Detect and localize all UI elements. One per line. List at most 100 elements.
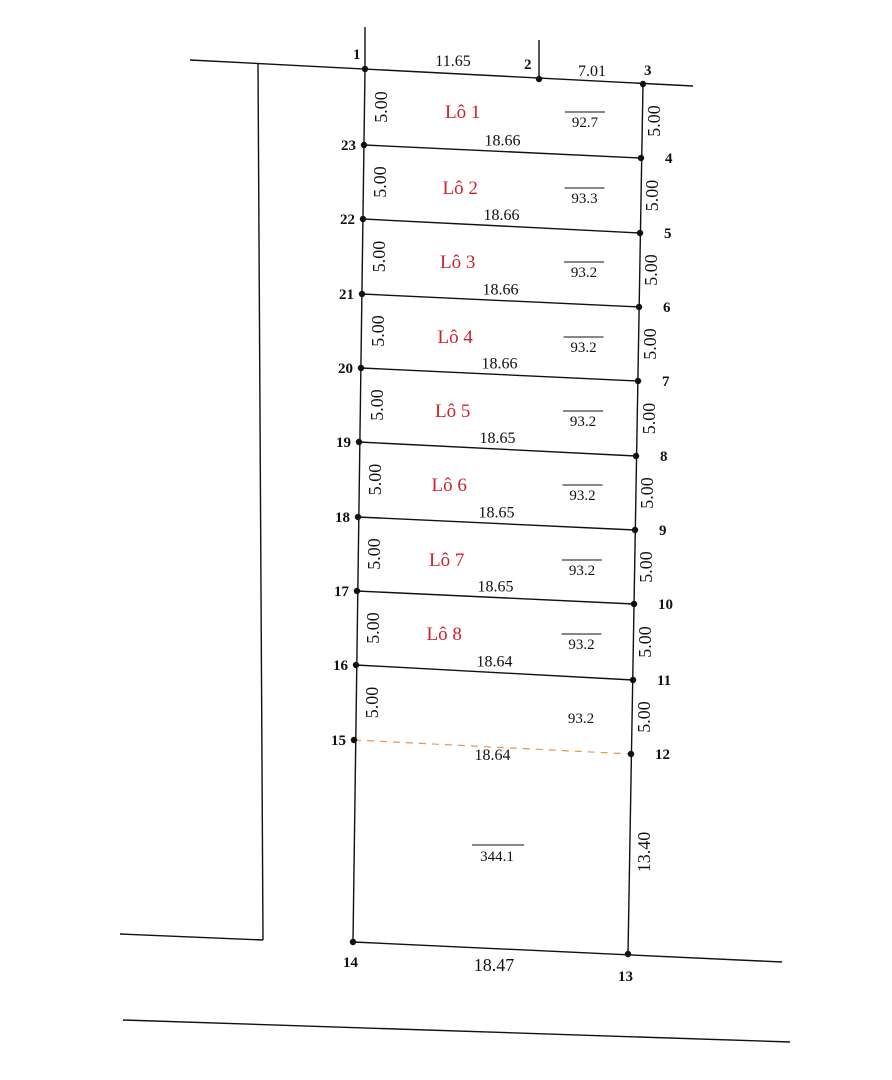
lot-name: Lô 2 — [443, 178, 478, 199]
lot-width-label: 18.64 — [477, 654, 513, 671]
lot-width-label: 18.65 — [480, 430, 516, 447]
road-edge-left — [257, 63, 264, 941]
right-side-length: 5.00 — [635, 626, 655, 658]
survey-point — [632, 452, 640, 460]
point-label: 3 — [644, 63, 652, 79]
lot-area: 93.2 — [569, 563, 595, 579]
lot-divider — [362, 218, 641, 234]
point-label: 5 — [664, 226, 672, 242]
lot-width-label: 18.64 — [475, 747, 511, 764]
point-label: 21 — [339, 287, 354, 303]
road-edge-bottom — [122, 1019, 791, 1043]
survey-point — [637, 154, 645, 162]
top-edge-length: 11.65 — [435, 53, 470, 70]
lot-divider — [360, 367, 639, 382]
point-label: 2 — [524, 57, 532, 73]
survey-point — [629, 676, 637, 684]
survey-point — [634, 377, 642, 385]
lot-width-label: 18.66 — [482, 356, 518, 373]
lot-name: Lô 7 — [429, 550, 464, 571]
point-label: 6 — [663, 300, 671, 316]
point-label: 7 — [662, 374, 670, 390]
lot-area: 93.3 — [571, 191, 597, 207]
lot-area: 93.2 — [568, 637, 594, 653]
left-side-length: 5.00 — [369, 241, 389, 273]
survey-point — [359, 215, 367, 223]
point-label: 20 — [338, 361, 353, 377]
lot-name: Lô 6 — [432, 475, 467, 496]
right-boundary — [627, 83, 644, 955]
survey-point — [361, 65, 369, 73]
lot-width-label: 18.66 — [483, 282, 519, 299]
point-label: 1 — [353, 47, 361, 63]
survey-point — [631, 526, 639, 534]
point-label: 14 — [343, 955, 359, 971]
survey-point — [636, 229, 644, 237]
lot-divider — [363, 144, 642, 159]
point-label: 9 — [659, 523, 667, 539]
lot-area: 93.2 — [571, 265, 597, 281]
survey-point — [349, 938, 357, 946]
survey-point — [353, 587, 361, 595]
bottom-edge-length: 18.47 — [474, 955, 515, 975]
right-side-length: 5.00 — [637, 477, 657, 509]
survey-point — [355, 438, 363, 446]
point-label: 15 — [331, 733, 346, 749]
survey-point — [627, 750, 635, 758]
survey-point — [635, 303, 643, 311]
point-label: 19 — [336, 435, 351, 451]
survey-point — [350, 736, 358, 744]
lot-width-label: 18.66 — [485, 133, 521, 150]
left-side-length: 5.00 — [368, 315, 388, 347]
survey-point — [354, 513, 362, 521]
right-side-length: 5.00 — [639, 403, 659, 435]
left-side-length: 5.00 — [362, 687, 382, 719]
survey-point — [624, 950, 632, 958]
lot-name: Lô 5 — [435, 401, 470, 422]
lot-area: 93.2 — [570, 414, 596, 430]
lot-name: Lô 4 — [438, 327, 474, 348]
right-side-length: 5.00 — [644, 105, 664, 137]
lot-width-label: 18.66 — [484, 207, 520, 224]
lot-name: Lô 3 — [440, 252, 475, 273]
point-label: 13 — [618, 969, 633, 985]
survey-point — [535, 75, 543, 83]
point-label: 16 — [333, 658, 349, 674]
lot-divider — [355, 664, 634, 681]
left-side-length: 5.00 — [370, 166, 390, 198]
right-side-length: 13.40 — [634, 832, 654, 873]
survey-point — [358, 290, 366, 298]
road-boundary-top — [189, 59, 694, 87]
point-label: 4 — [665, 151, 673, 167]
left-side-length: 5.00 — [365, 464, 385, 496]
lot-area: 92.7 — [572, 115, 599, 131]
right-side-length: 5.00 — [640, 328, 660, 360]
point-label: 18 — [335, 510, 350, 526]
top-edge-length: 7.01 — [578, 63, 606, 80]
lot-area: 93.2 — [570, 340, 596, 356]
lot-area: 93.2 — [568, 711, 594, 727]
survey-point — [639, 80, 647, 88]
right-side-length: 5.00 — [641, 254, 661, 286]
point-label: 11 — [657, 673, 671, 689]
left-side-length: 5.00 — [363, 612, 383, 644]
point-label: 12 — [655, 747, 670, 763]
survey-point — [630, 600, 638, 608]
point-label: 22 — [340, 212, 355, 228]
lot-area: 93.2 — [569, 488, 595, 504]
survey-point — [360, 141, 368, 149]
point-label: 17 — [334, 584, 350, 600]
left-side-length: 5.00 — [371, 91, 391, 123]
left-boundary — [352, 68, 366, 943]
lot-width-label: 18.65 — [479, 505, 515, 522]
remainder-area: 344.1 — [480, 849, 514, 865]
right-side-length: 5.00 — [642, 180, 662, 212]
lot-divider — [358, 441, 637, 457]
lot-divider — [356, 590, 635, 605]
left-side-length: 5.00 — [367, 389, 387, 421]
point-label: 23 — [341, 138, 356, 154]
lot-divider — [361, 293, 640, 308]
road-edge-left-bottom — [119, 933, 264, 941]
point-label: 10 — [658, 597, 673, 613]
